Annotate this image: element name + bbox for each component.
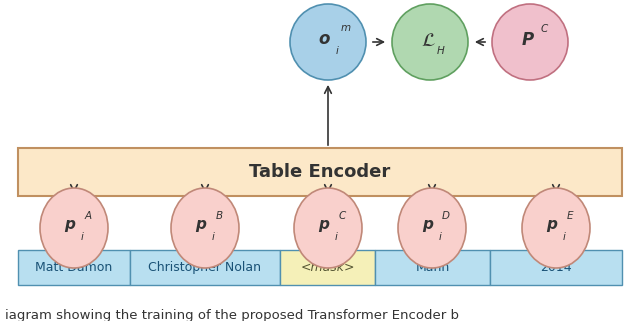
Text: $\Phi$: $\Phi$	[430, 236, 442, 250]
Text: $m$: $m$	[340, 23, 352, 33]
Text: $i$: $i$	[333, 230, 339, 242]
Text: $\boldsymbol{p}$: $\boldsymbol{p}$	[422, 218, 435, 234]
Text: Mann: Mann	[415, 261, 450, 274]
Ellipse shape	[171, 188, 239, 268]
Bar	[130, 250, 280, 285]
Text: $\boldsymbol{p}$: $\boldsymbol{p}$	[317, 218, 330, 234]
Text: E: E	[568, 233, 574, 243]
Ellipse shape	[492, 4, 568, 80]
Text: Table Encoder: Table Encoder	[250, 163, 390, 181]
Bar	[18, 148, 622, 196]
Ellipse shape	[40, 188, 108, 268]
Ellipse shape	[290, 4, 366, 80]
Text: $H$: $H$	[436, 44, 446, 56]
Text: $\Phi$: $\Phi$	[203, 236, 215, 250]
Text: B: B	[217, 233, 224, 243]
Bar	[375, 250, 490, 285]
Text: E: E	[567, 211, 573, 221]
Text: $\Phi$: $\Phi$	[72, 236, 84, 250]
Text: $i$: $i$	[79, 230, 84, 242]
Text: $\Phi$: $\Phi$	[554, 236, 566, 250]
Text: $\boldsymbol{P}$: $\boldsymbol{P}$	[521, 31, 535, 49]
Bar	[18, 250, 130, 285]
Text: A: A	[84, 211, 92, 221]
Text: D: D	[444, 233, 451, 243]
Text: Christopher Nolan: Christopher Nolan	[148, 261, 262, 274]
Text: $i$: $i$	[335, 44, 339, 56]
Text: Matt Damon: Matt Damon	[35, 261, 113, 274]
Text: $\boldsymbol{p}$: $\boldsymbol{p}$	[195, 218, 207, 234]
Text: <mask>: <mask>	[300, 261, 355, 274]
Text: $\boldsymbol{p}$: $\boldsymbol{p}$	[546, 218, 558, 234]
Text: B: B	[216, 211, 223, 221]
Text: $C$: $C$	[540, 22, 550, 34]
Text: D: D	[442, 211, 450, 221]
Ellipse shape	[398, 188, 466, 268]
Ellipse shape	[294, 188, 362, 268]
Text: A: A	[86, 233, 93, 243]
Ellipse shape	[522, 188, 590, 268]
Ellipse shape	[392, 4, 468, 80]
Text: $\Phi$: $\Phi$	[326, 236, 338, 250]
Bar	[490, 250, 622, 285]
Text: $\boldsymbol{o}$: $\boldsymbol{o}$	[317, 30, 330, 48]
Text: $i$: $i$	[438, 230, 442, 242]
Text: C: C	[339, 211, 346, 221]
Text: 2014: 2014	[540, 261, 572, 274]
Text: $i$: $i$	[211, 230, 216, 242]
Bar	[280, 250, 375, 285]
Text: iagram showing the training of the proposed Transformer Encoder b: iagram showing the training of the propo…	[5, 308, 459, 321]
Text: C: C	[340, 233, 347, 243]
Text: $i$: $i$	[561, 230, 566, 242]
Text: $\mathcal{L}$: $\mathcal{L}$	[420, 30, 435, 49]
Text: $\boldsymbol{p}$: $\boldsymbol{p}$	[64, 218, 76, 234]
